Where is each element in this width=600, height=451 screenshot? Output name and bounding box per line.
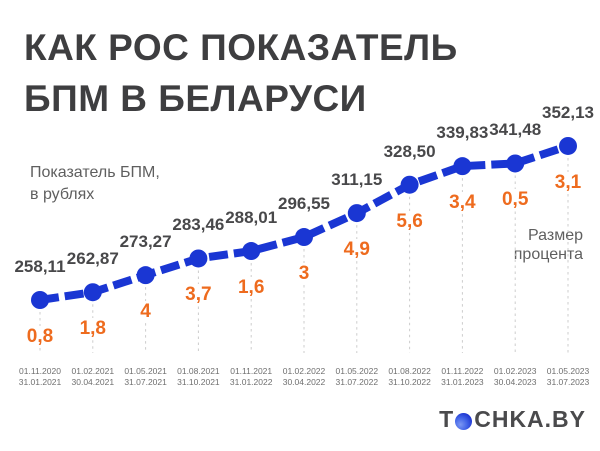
tochka-logo: T CHKA.BY — [439, 406, 586, 433]
percent-axis-label: Размер процента — [514, 226, 583, 264]
logo-text-rest: CHKA.BY — [474, 406, 586, 432]
percent-axis-label-line1: Размер — [528, 227, 583, 244]
y-axis-label: Показатель БПМ, в рублях — [30, 162, 160, 206]
data-point-dot — [347, 204, 366, 223]
data-point-dot — [31, 291, 49, 309]
data-point-dot — [559, 136, 577, 155]
trend-line — [39, 142, 570, 304]
data-point-dot — [506, 154, 525, 173]
page-title: КАК РОС ПОКАЗАТЕЛЬ БПМ В БЕЛАРУСИ — [24, 22, 458, 124]
logo-dot-icon — [455, 412, 473, 430]
y-axis-label-line2: в рублях — [30, 186, 95, 203]
y-axis-label-line1: Показатель БПМ, — [30, 164, 160, 181]
data-point-dot — [242, 242, 261, 261]
data-point-dot — [400, 175, 419, 194]
data-point-dot — [83, 283, 102, 302]
data-point-dot — [189, 249, 208, 268]
page-title-line1: КАК РОС ПОКАЗАТЕЛЬ — [24, 27, 458, 68]
page-title-line2: БПМ В БЕЛАРУСИ — [24, 78, 367, 119]
logo-text-t: T — [439, 406, 455, 432]
data-point-dot — [453, 157, 472, 176]
data-point-dot — [295, 228, 313, 247]
data-point-dot — [136, 266, 155, 285]
percent-axis-label-line2: процента — [513, 246, 583, 263]
